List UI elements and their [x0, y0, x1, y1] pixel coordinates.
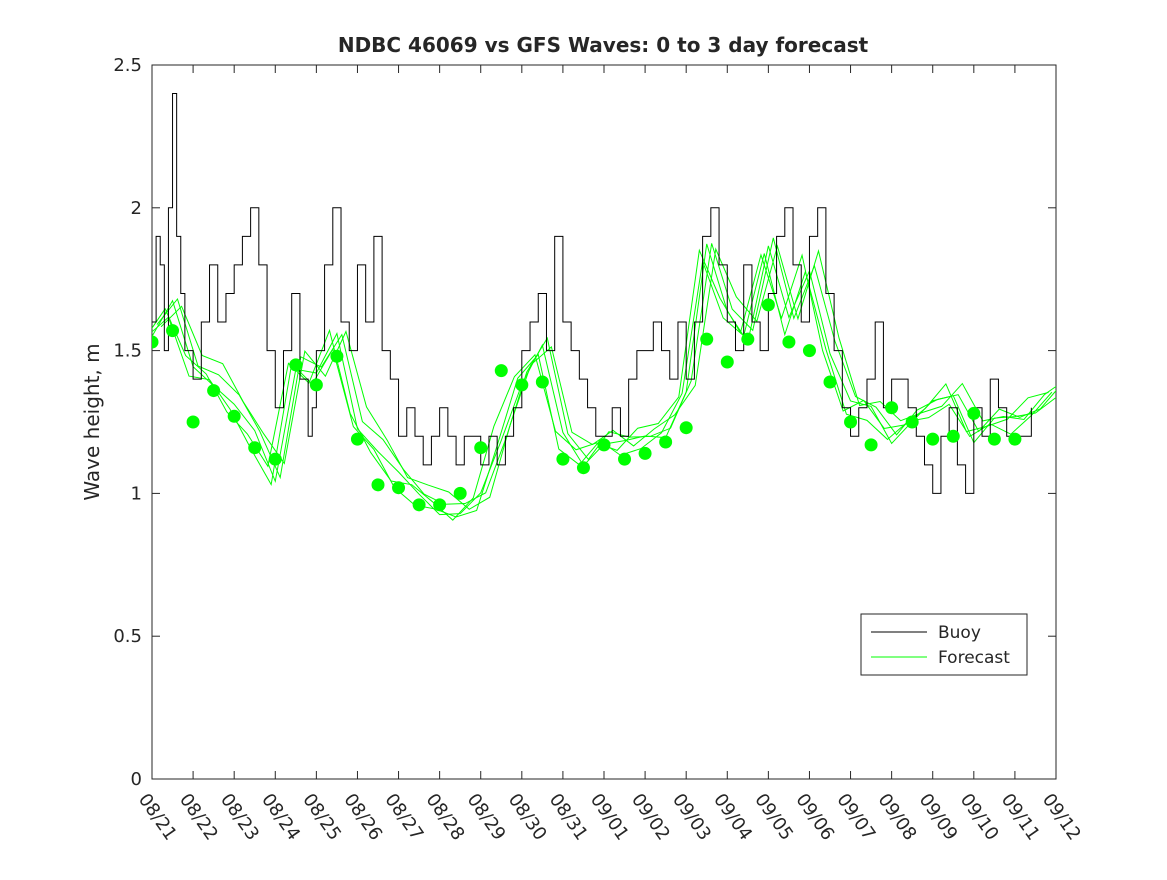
forecast-marker [166, 324, 180, 338]
forecast-marker [782, 335, 796, 349]
forecast-marker [474, 441, 488, 455]
forecast-marker [515, 378, 529, 392]
forecast-marker [576, 461, 590, 475]
y-tick-label: 2 [131, 198, 142, 219]
forecast-marker [309, 378, 323, 392]
forecast-marker [494, 364, 508, 378]
y-tick-label: 0.5 [113, 626, 142, 647]
forecast-marker [1008, 432, 1022, 446]
forecast-marker [392, 481, 406, 495]
forecast-marker [946, 429, 960, 443]
forecast-marker [679, 421, 693, 435]
forecast-marker [186, 415, 200, 429]
forecast-marker [700, 332, 714, 346]
buoy-line [152, 93, 1032, 494]
legend-box [860, 613, 1028, 676]
forecast-marker [412, 498, 426, 512]
forecast-marker [152, 335, 159, 349]
y-tick-label: 0 [131, 769, 142, 790]
forecast-marker [987, 432, 1001, 446]
legend: Buoy Forecast [860, 613, 1028, 676]
y-tick-label: 1.5 [113, 341, 142, 362]
forecast-marker [618, 452, 632, 466]
forecast-marker [844, 415, 858, 429]
forecast-marker [720, 355, 734, 369]
forecast-marker [864, 438, 878, 452]
y-tick-label: 2.5 [113, 55, 142, 76]
forecast-marker [761, 298, 775, 312]
forecast-marker [207, 384, 221, 398]
y-axis-label: Wave height, m [80, 343, 104, 500]
forecast-marker [926, 432, 940, 446]
forecast-marker [659, 435, 673, 449]
forecast-marker [371, 478, 385, 492]
forecast-line [160, 244, 1056, 510]
forecast-marker [268, 452, 282, 466]
forecast-marker [967, 406, 981, 420]
forecast-marker [350, 432, 364, 446]
legend-forecast-label: Forecast [938, 648, 1010, 668]
forecast-marker [823, 375, 837, 389]
chart-title: NDBC 46069 vs GFS Waves: 0 to 3 day fore… [338, 33, 869, 57]
forecast-marker [802, 344, 816, 358]
forecast-marker [741, 332, 755, 346]
y-tick-label: 1 [131, 483, 142, 504]
forecast-marker [885, 401, 899, 415]
forecast-marker [556, 452, 570, 466]
forecast-marker [289, 358, 303, 372]
forecast-marker [248, 441, 262, 455]
forecast-marker [638, 446, 652, 460]
forecast-marker [433, 498, 447, 512]
forecast-marker [227, 409, 241, 423]
series-group [152, 93, 1056, 521]
forecast-marker [535, 375, 549, 389]
legend-buoy-label: Buoy [938, 623, 981, 643]
forecast-marker [905, 415, 919, 429]
forecast-marker [453, 486, 467, 500]
forecast-marker [330, 349, 344, 363]
forecast-marker [597, 438, 611, 452]
